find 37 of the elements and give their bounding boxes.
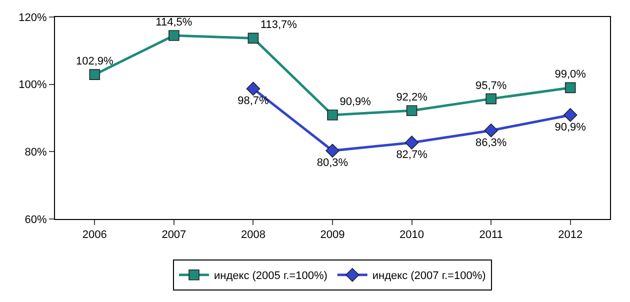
- y-tick-label: 60%: [24, 214, 48, 226]
- point: [89, 69, 100, 80]
- data-label: 90,9%: [340, 96, 372, 108]
- point: [327, 110, 338, 120]
- point: [246, 82, 260, 96]
- y-tick-label: 120%: [18, 12, 48, 24]
- x-tick-label: 2011: [479, 229, 503, 242]
- x-tick-label: 2009: [320, 229, 345, 242]
- x-tick-label: 2012: [558, 229, 583, 242]
- data-label: 92,2%: [396, 92, 428, 104]
- data-label: 113,7%: [260, 19, 298, 32]
- legend-label: индекс (2005 г.=100%): [214, 270, 328, 282]
- data-label: 80,3%: [316, 157, 348, 170]
- point: [168, 30, 180, 41]
- point: [248, 32, 259, 44]
- point: [484, 124, 498, 138]
- x-tick-label: 2006: [82, 229, 107, 242]
- point: [404, 136, 419, 150]
- y-tick-label: 100%: [18, 79, 48, 92]
- point: [406, 105, 418, 116]
- legend-label: индекс (2007 г.=100%): [372, 270, 486, 282]
- x-tick-label: 2007: [162, 229, 186, 242]
- point: [564, 82, 576, 94]
- point: [326, 144, 340, 158]
- data-label: 90,9%: [554, 121, 586, 134]
- data-label: 98,7%: [238, 95, 270, 108]
- data-label: 95,7%: [475, 80, 507, 92]
- data-label: 114,5%: [156, 16, 192, 29]
- y-tick-label: 80%: [24, 146, 48, 159]
- point: [563, 108, 578, 122]
- x-tick-label: 2010: [400, 229, 424, 242]
- x-tick-label: 2008: [240, 229, 266, 242]
- data-label: 102,9%: [76, 56, 114, 68]
- data-label: 86,3%: [475, 136, 507, 149]
- data-label: 82,7%: [396, 149, 428, 162]
- data-label: 99,0%: [554, 68, 586, 81]
- point: [486, 93, 496, 104]
